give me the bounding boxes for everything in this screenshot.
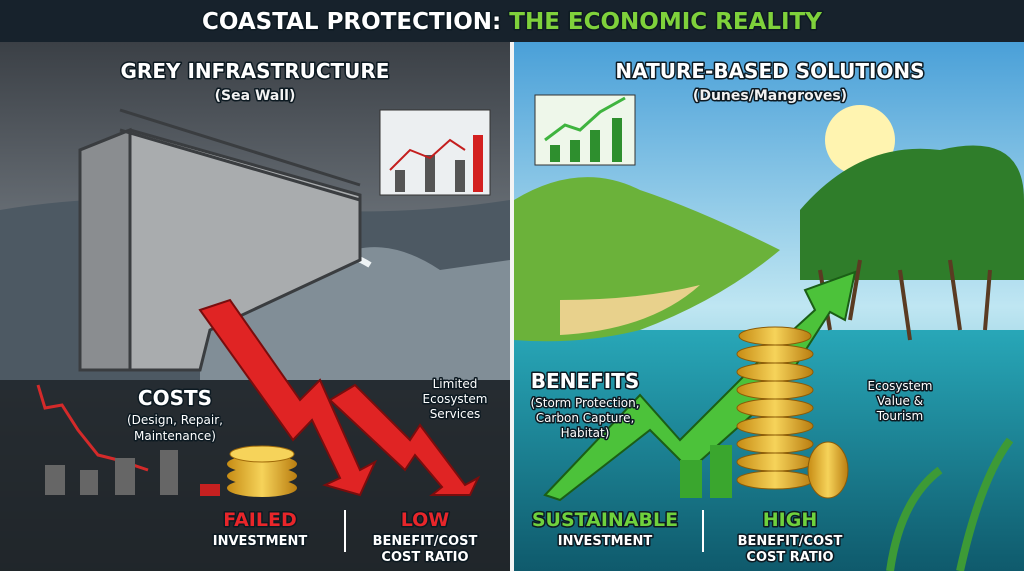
value-note: Value & <box>877 394 923 408</box>
nature-right-label: COST RATIO <box>746 550 833 565</box>
services-note: Services <box>430 407 481 421</box>
nature-left-label: INVESTMENT <box>558 534 653 549</box>
grey-right-label: BENEFIT/COST <box>373 534 478 549</box>
nature-left-label: SUSTAINABLE <box>532 509 678 531</box>
grey-right-label: COST RATIO <box>381 550 468 565</box>
benefits-note: (Storm Protection, <box>530 396 639 410</box>
costs-note: Maintenance) <box>134 429 216 443</box>
title-part: THE ECONOMIC REALITY <box>509 9 822 35</box>
grey-right-label: LOW <box>401 509 450 531</box>
value-note: Tourism <box>876 409 923 423</box>
grey-panel <box>0 42 510 571</box>
services-note: Limited <box>433 377 478 391</box>
title-part: COASTAL PROTECTION: <box>202 9 501 35</box>
benefits-note: Habitat) <box>561 426 610 440</box>
title-bar <box>0 0 1024 42</box>
nature-panel <box>514 42 1024 571</box>
costs-note: (Design, Repair, <box>127 413 223 427</box>
title: COASTAL PROTECTION: THE ECONOMIC REALITY <box>202 9 822 35</box>
grey-heading: GREY INFRASTRUCTURE <box>121 59 390 83</box>
grey-subheading: (Sea Wall) <box>215 88 296 104</box>
divider <box>510 42 514 571</box>
grey-left-label: INVESTMENT <box>213 534 308 549</box>
value-note: Ecosystem <box>868 379 933 393</box>
services-note: Ecosystem <box>423 392 488 406</box>
costs-heading: COSTS <box>138 386 212 410</box>
nature-right-label: BENEFIT/COST <box>738 534 843 549</box>
nature-heading: NATURE-BASED SOLUTIONS <box>615 59 924 83</box>
nature-subheading: (Dunes/Mangroves) <box>693 88 847 104</box>
benefits-note: Carbon Capture, <box>536 411 635 425</box>
benefits-heading: BENEFITS <box>531 369 639 393</box>
grey-left-label: FAILED <box>223 509 296 531</box>
nature-right-label: HIGH <box>763 509 817 531</box>
